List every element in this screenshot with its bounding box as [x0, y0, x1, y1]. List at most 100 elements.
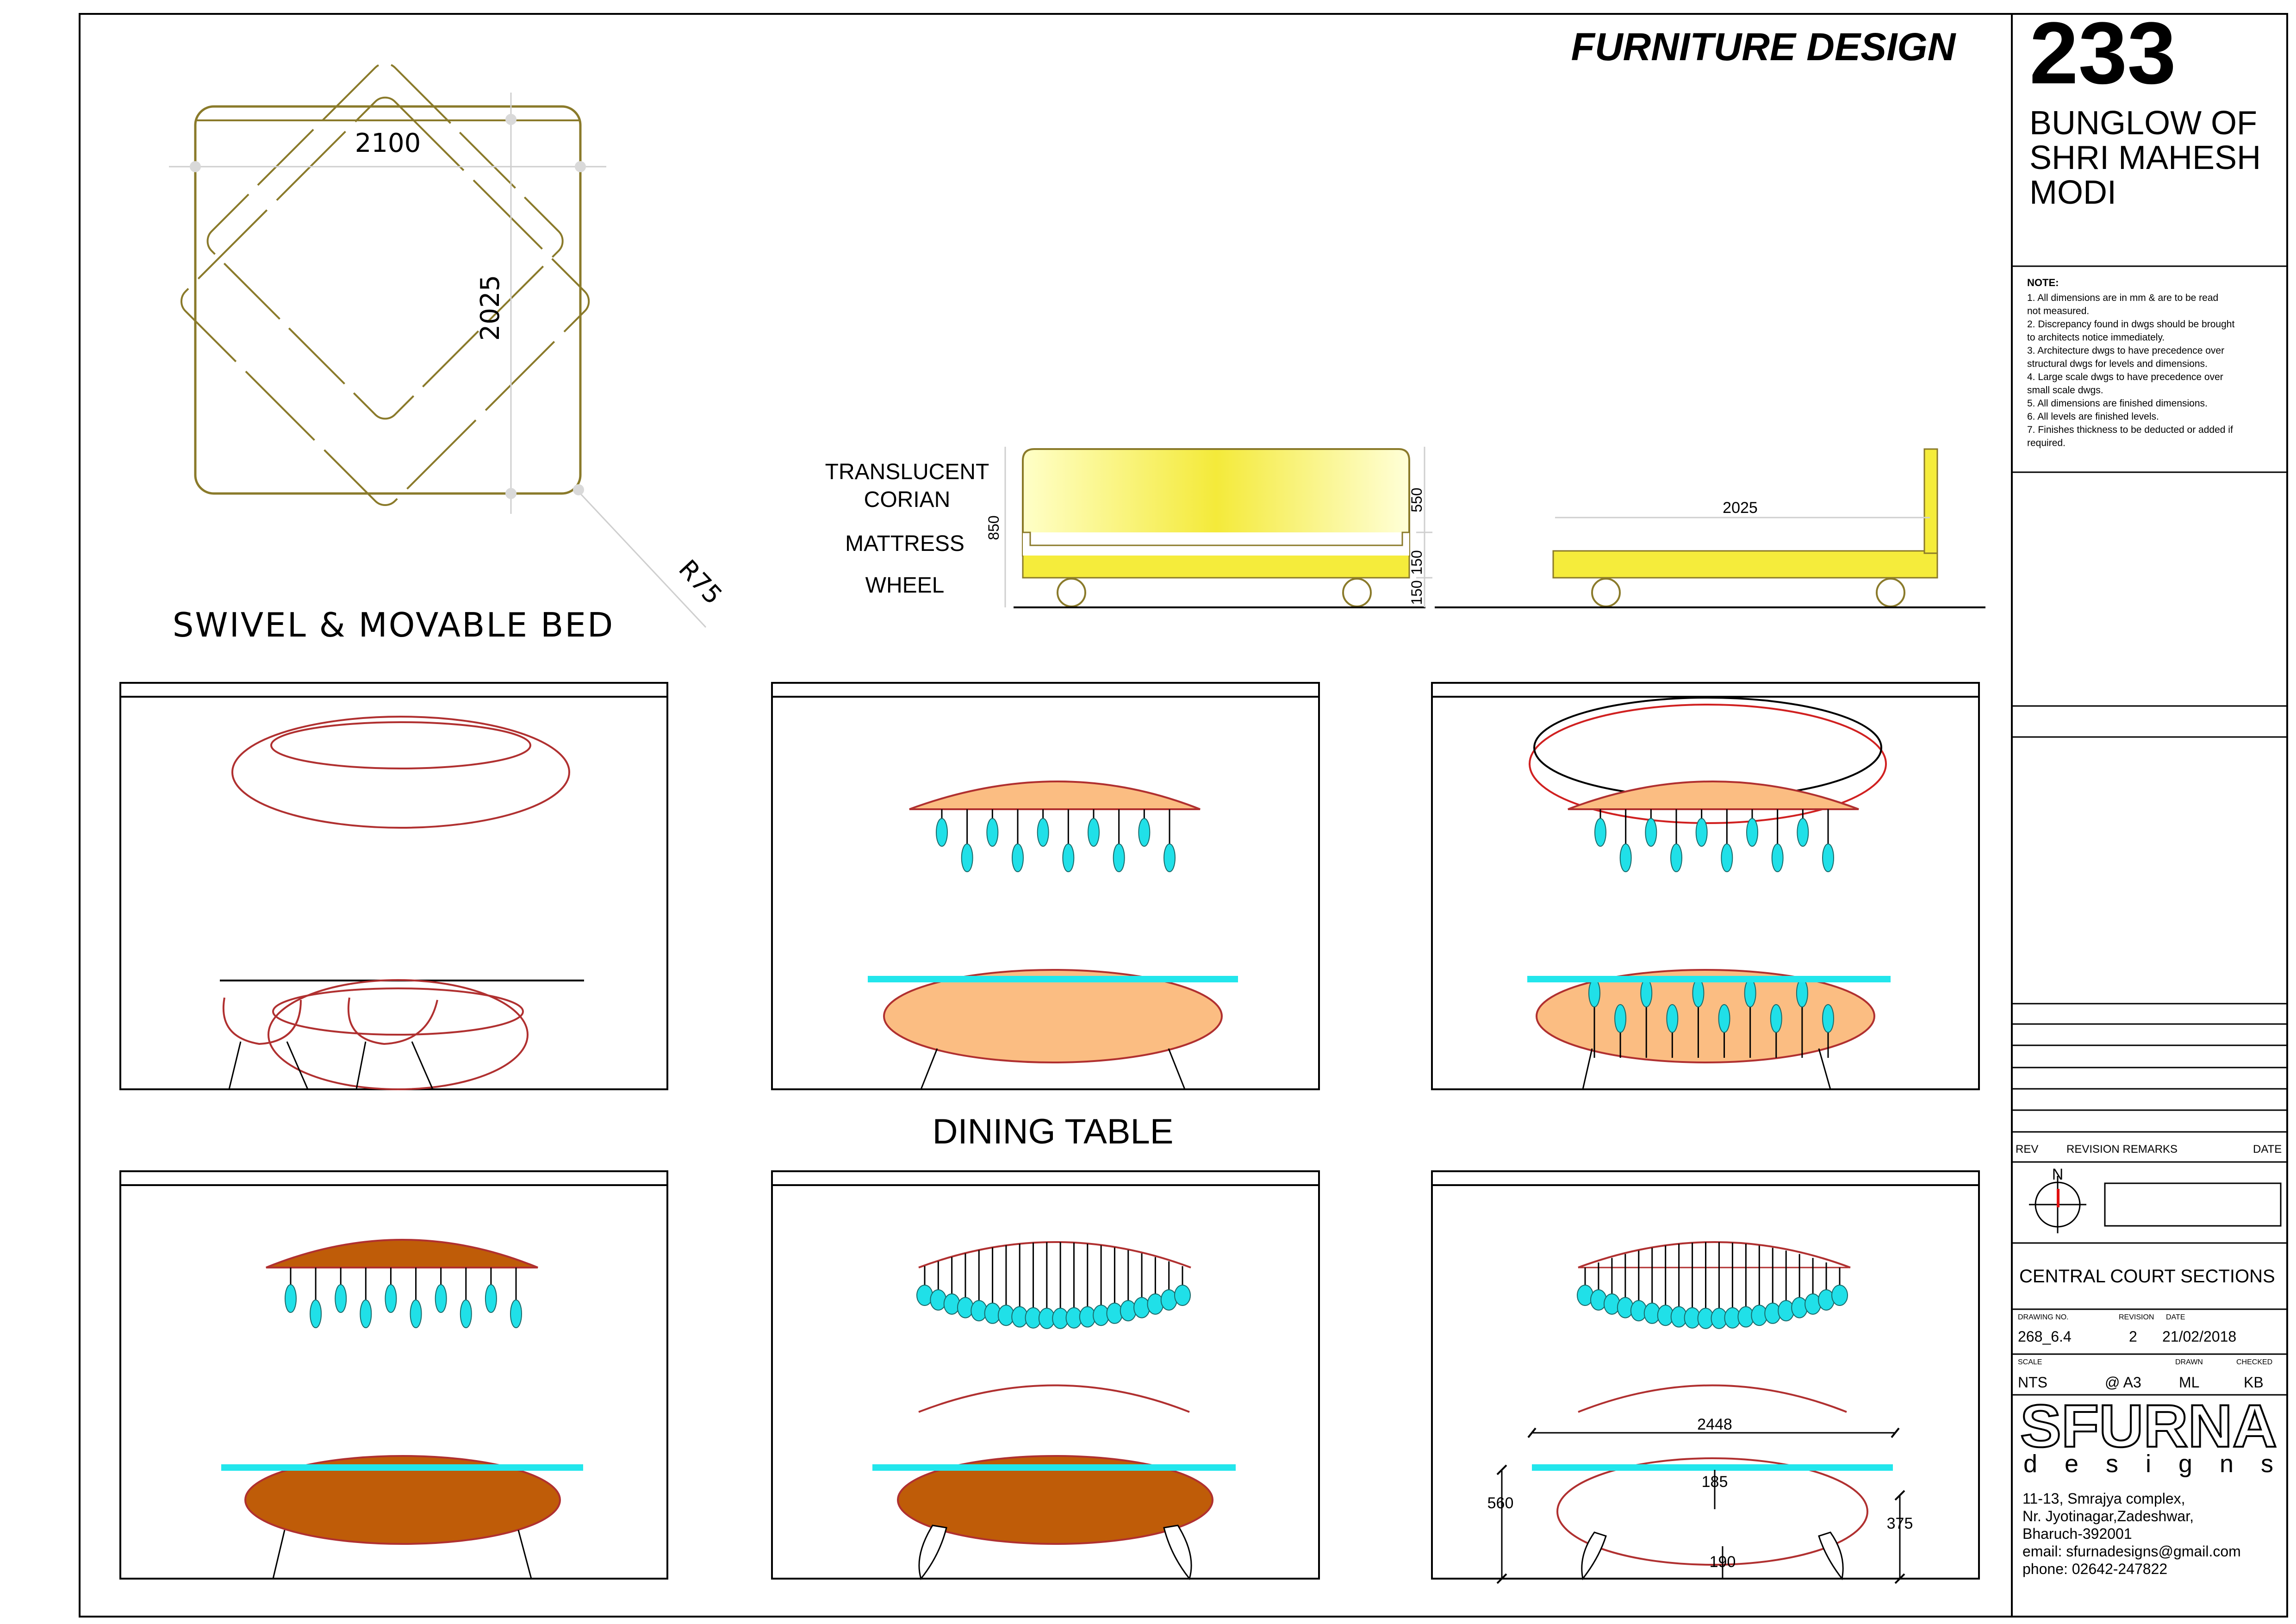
firm-logo-sub: d e s i g n s — [2023, 1450, 2273, 1478]
pendant-drop — [943, 1293, 960, 1315]
north-box — [2104, 1182, 2282, 1227]
label-mattress: MATTRESS — [845, 531, 964, 556]
sheet-title: FURNITURE DESIGN — [1571, 25, 1957, 69]
dim-185: 185 — [1702, 1473, 1728, 1491]
firm-address: 11-13, Smrajya complex,Nr. Jyotinagar,Za… — [2022, 1490, 2241, 1577]
pendant-drop — [360, 1299, 372, 1328]
dining-option-3 — [1527, 697, 1891, 1090]
table-base-drops — [1588, 979, 1834, 1058]
sheet-border — [79, 13, 2288, 1618]
checked-by: KB — [2244, 1374, 2264, 1391]
base-drop — [1718, 1004, 1730, 1033]
pendant-drop — [1113, 843, 1125, 872]
note-line: 4. Large scale dwgs to have precedence o… — [2027, 372, 2223, 382]
date-value: 21/02/2018 — [2162, 1328, 2236, 1345]
pendant-drop — [1174, 1285, 1191, 1306]
firm-logo-text: SFURNA — [2020, 1392, 2277, 1460]
dim-190: 190 — [1710, 1553, 1736, 1571]
note-line: 1. All dimensions are in mm & are to be … — [2027, 293, 2218, 303]
base-drop — [1614, 1004, 1627, 1033]
note-line: small scale dwgs. — [2027, 385, 2103, 396]
panel-frame — [119, 682, 668, 1090]
note-line: not measured. — [2027, 306, 2089, 317]
pendant-drop — [936, 818, 948, 847]
pendant-drop — [1088, 818, 1100, 847]
dim-150-upper: 150 — [1408, 550, 1425, 575]
pendant-drop — [1831, 1285, 1848, 1306]
pendant-drop — [1746, 818, 1758, 847]
sheet-number: 233 — [2029, 4, 2176, 102]
base-drop — [1588, 979, 1600, 1007]
base-drop — [1666, 1004, 1679, 1033]
revision-remarks-label: REVISION REMARKS — [2066, 1143, 2178, 1156]
pendant-lights — [936, 809, 1176, 872]
pendant-drop — [1619, 843, 1632, 872]
note-line: 5. All dimensions are finished dimension… — [2027, 398, 2208, 409]
panel-frame — [1431, 1170, 1980, 1580]
dining-option-4 — [221, 1239, 583, 1579]
note-line: 6. All levels are finished levels. — [2027, 412, 2159, 422]
panel-frame — [771, 682, 1320, 1090]
pendant-drop — [1670, 843, 1682, 872]
dim-side-2025: 2025 — [1723, 499, 1758, 517]
drawn-label: DRAWN — [2175, 1358, 2203, 1366]
dining-option-1 — [220, 716, 584, 1090]
pendant-drop — [1133, 1297, 1151, 1318]
pendant-drop — [986, 818, 999, 847]
pendant-lights — [285, 1268, 522, 1328]
title-block: 233 BUNGLOW OF SHRI MAHESH MODI NOTE: 1.… — [2012, 4, 2287, 1577]
dim-375: 375 — [1887, 1515, 1913, 1532]
pendant-drop — [410, 1299, 422, 1328]
pendant-drop — [1594, 818, 1606, 847]
note-line: 3. Architecture dwgs to have precedence … — [2027, 345, 2224, 356]
address-line: phone: 02642-247822 — [2022, 1561, 2167, 1577]
pendant-drop — [1012, 843, 1024, 872]
pendant-drop — [961, 843, 973, 872]
pendant-drop — [957, 1297, 974, 1318]
pendant-drop — [310, 1299, 322, 1328]
pendant-lights — [1594, 809, 1834, 872]
address-line: Nr. Jyotinagar,Zadeshwar, — [2022, 1508, 2194, 1524]
drawing-no-label: DRAWING NO. — [2018, 1313, 2069, 1321]
pendant-drop — [1771, 843, 1784, 872]
dining-option-6: 2448 560 185 375 190 — [1487, 1241, 1913, 1584]
date-label: DATE — [2253, 1143, 2282, 1156]
dim-560: 560 — [1487, 1494, 1514, 1512]
dim-550: 550 — [1408, 487, 1425, 512]
panel-frame — [119, 1170, 668, 1580]
pendant-drop — [1164, 843, 1176, 872]
pendant-drop — [1791, 1297, 1808, 1318]
note-line: 7. Finishes thickness to be deducted or … — [2027, 425, 2233, 435]
paper-size: @ A3 — [2105, 1374, 2141, 1391]
dim-2448: 2448 — [1697, 1416, 1732, 1433]
north-label: N — [2052, 1166, 2064, 1183]
drawing-title: CENTRAL COURT SECTIONS — [2019, 1266, 2275, 1287]
pendant-drop — [1721, 843, 1733, 872]
pendant-drop — [460, 1299, 472, 1328]
scale-label: SCALE — [2018, 1358, 2042, 1366]
bed-dim-length: 2025 — [475, 275, 505, 341]
notes-list: 1. All dimensions are in mm & are to be … — [2027, 293, 2234, 449]
pendant-drop — [1037, 818, 1049, 847]
label-corian: CORIAN — [864, 487, 951, 512]
pendant-drop — [1695, 818, 1708, 847]
address-line: email: sfurnadesigns@gmail.com — [2022, 1543, 2241, 1560]
pendant-drop — [1645, 818, 1657, 847]
dining-option-5 — [872, 1241, 1236, 1580]
north-arrow-icon: N — [2029, 1166, 2086, 1233]
bed-dim-width: 2100 — [355, 128, 421, 158]
pendant-lights — [1577, 1242, 1848, 1329]
label-wheel: WHEEL — [865, 573, 945, 598]
bed-front-elevation: TRANSLUCENT CORIAN MATTRESS WHEEL 850 55… — [825, 447, 1432, 608]
note-line: required. — [2027, 438, 2066, 449]
address-line: Bharuch-392001 — [2022, 1525, 2132, 1542]
pendant-drop — [1138, 818, 1151, 847]
pendant-drop — [510, 1299, 522, 1328]
base-drop — [1822, 1004, 1834, 1033]
rev-label: REV — [2016, 1143, 2038, 1156]
project-line-2: SHRI MAHESH — [2029, 139, 2261, 176]
pendant-drop — [1147, 1293, 1164, 1315]
pendant-drop — [1603, 1293, 1620, 1315]
pendant-drop — [385, 1284, 397, 1313]
